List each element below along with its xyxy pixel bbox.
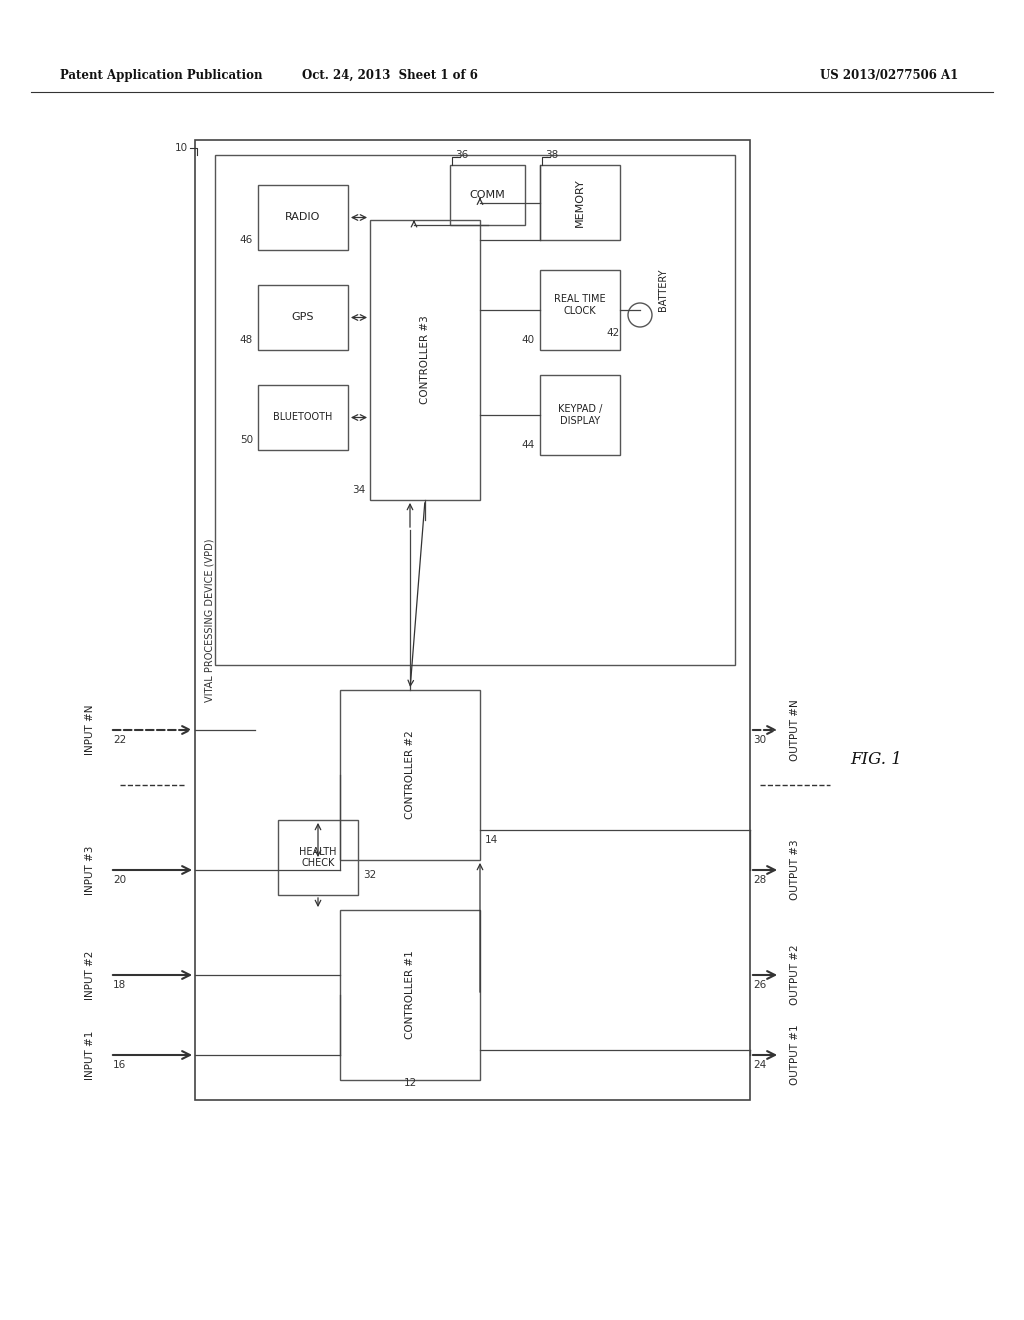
Bar [340,690,480,861]
Text: 10: 10 [175,143,188,153]
Text: 28: 28 [753,875,766,884]
Text: 18: 18 [113,979,126,990]
Text: OUTPUT #2: OUTPUT #2 [790,945,800,1006]
Text: 14: 14 [485,836,499,845]
Text: CONTROLLER #1: CONTROLLER #1 [406,950,415,1039]
Text: 46: 46 [240,235,253,246]
Text: REAL TIME
CLOCK: REAL TIME CLOCK [554,294,606,315]
Text: Patent Application Publication: Patent Application Publication [60,69,262,82]
Circle shape [628,304,652,327]
Bar [258,285,348,350]
Text: Oct. 24, 2013  Sheet 1 of 6: Oct. 24, 2013 Sheet 1 of 6 [302,69,478,82]
Text: INPUT #3: INPUT #3 [85,845,95,895]
Bar [540,165,620,240]
Bar [215,154,735,665]
Text: OUTPUT #3: OUTPUT #3 [790,840,800,900]
Text: 32: 32 [362,870,376,880]
Text: VITAL PROCESSING DEVICE (VPD): VITAL PROCESSING DEVICE (VPD) [205,539,215,702]
Text: INPUT #1: INPUT #1 [85,1031,95,1080]
Text: OUTPUT #1: OUTPUT #1 [790,1024,800,1085]
Bar [340,909,480,1080]
Text: OUTPUT #N: OUTPUT #N [790,700,800,760]
Text: 40: 40 [522,335,535,345]
Text: COMM: COMM [470,190,506,201]
Text: 44: 44 [522,440,535,450]
Text: 30: 30 [753,735,766,744]
Text: KEYPAD /
DISPLAY: KEYPAD / DISPLAY [558,404,602,426]
Text: INPUT #N: INPUT #N [85,705,95,755]
Text: 50: 50 [240,436,253,445]
Text: CONTROLLER #3: CONTROLLER #3 [420,315,430,404]
Text: RADIO: RADIO [286,213,321,223]
Text: 48: 48 [240,335,253,345]
Text: 38: 38 [545,150,558,160]
Text: 24: 24 [753,1060,766,1071]
Text: CONTROLLER #2: CONTROLLER #2 [406,731,415,820]
Text: 26: 26 [753,979,766,990]
Text: 16: 16 [113,1060,126,1071]
Bar [258,185,348,249]
Text: US 2013/0277506 A1: US 2013/0277506 A1 [820,69,958,82]
Bar [195,140,750,1100]
Text: MEMORY: MEMORY [575,178,585,227]
Text: 12: 12 [403,1078,417,1088]
Text: 36: 36 [455,150,468,160]
Text: 20: 20 [113,875,126,884]
Text: BATTERY: BATTERY [658,269,668,312]
Bar [370,220,480,500]
Text: BLUETOOTH: BLUETOOTH [273,412,333,422]
Text: 22: 22 [113,735,126,744]
Bar [540,271,620,350]
Text: GPS: GPS [292,313,314,322]
Bar [450,165,525,224]
Text: INPUT #2: INPUT #2 [85,950,95,999]
Bar [540,375,620,455]
Text: HEALTH
CHECK: HEALTH CHECK [299,846,337,869]
Text: FIG. 1: FIG. 1 [850,751,902,768]
Text: 42: 42 [607,327,620,338]
Text: 34: 34 [352,484,365,495]
Bar [278,820,358,895]
Bar [258,385,348,450]
